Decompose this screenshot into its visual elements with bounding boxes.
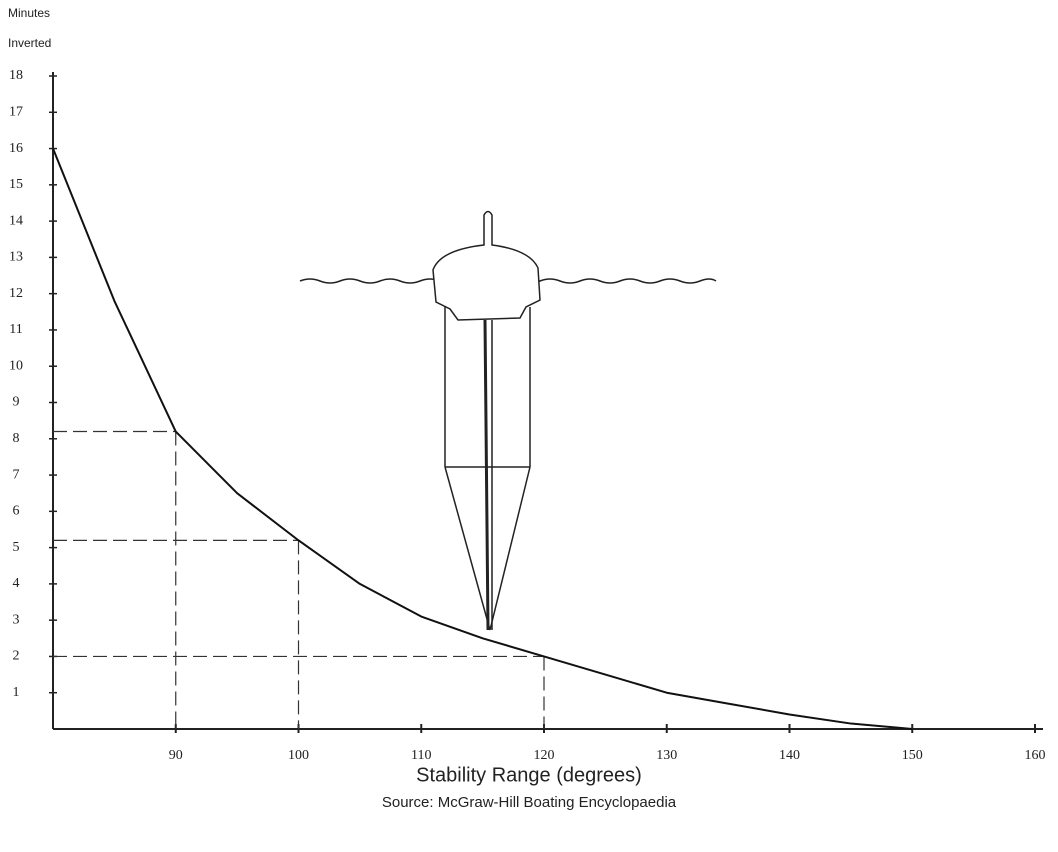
y-tick-label: 11 xyxy=(9,322,22,337)
y-tick-label: 14 xyxy=(9,213,23,228)
x-axis-label: Stability Range (degrees) xyxy=(416,764,642,786)
x-tick-label: 90 xyxy=(169,748,183,763)
y-axis-label: Inverted xyxy=(8,36,51,50)
y-tick-label: 5 xyxy=(13,540,20,555)
y-tick-label: 9 xyxy=(13,395,20,410)
x-tick-label: 120 xyxy=(534,748,555,763)
y-tick-label: 13 xyxy=(9,250,23,265)
x-tick-label: 140 xyxy=(779,748,800,763)
y-tick-label: 16 xyxy=(9,141,23,156)
y-tick-label: 1 xyxy=(13,685,20,700)
y-tick-label: 7 xyxy=(13,467,20,482)
y-tick-label: 18 xyxy=(9,68,23,83)
x-tick-label: 160 xyxy=(1025,748,1046,763)
y-tick-label: 2 xyxy=(13,649,20,664)
y-tick-label: 8 xyxy=(13,431,20,446)
y-tick-label: 12 xyxy=(9,286,23,301)
y-tick-label: 6 xyxy=(13,504,20,519)
x-tick-label: 100 xyxy=(288,748,309,763)
x-tick-label: 110 xyxy=(411,748,431,763)
curve xyxy=(52,148,913,730)
boat-illustration xyxy=(299,210,717,631)
y-tick-label: 3 xyxy=(13,612,20,627)
y-axis-label: Minutes xyxy=(8,6,50,20)
y-tick-label: 17 xyxy=(9,104,23,119)
y-tick-label: 15 xyxy=(9,177,23,192)
x-tick-label: 130 xyxy=(656,748,677,763)
source-note: Source: McGraw-Hill Boating Encyclopaedi… xyxy=(382,794,677,811)
x-tick-label: 150 xyxy=(902,748,923,763)
y-tick-label: 4 xyxy=(13,576,20,591)
y-tick-label: 10 xyxy=(9,358,23,373)
